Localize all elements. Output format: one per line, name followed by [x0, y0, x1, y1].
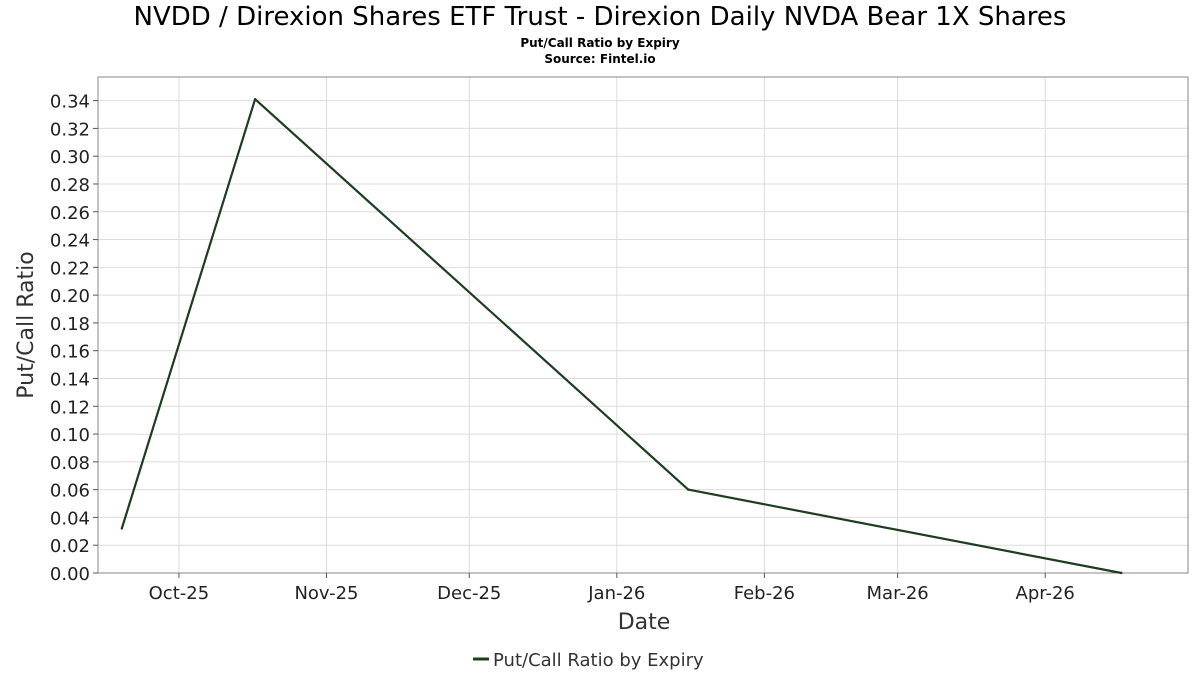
- y-tick-label: 0.12: [50, 397, 90, 418]
- y-tick-label: 0.02: [50, 536, 90, 557]
- y-tick-label: 0.30: [50, 147, 90, 168]
- chart-title: NVDD / Direxion Shares ETF Trust - Direx…: [133, 2, 1067, 32]
- data-point: [253, 98, 257, 101]
- y-tick-label: 0.26: [50, 203, 90, 224]
- y-tick-label: 0.18: [50, 314, 90, 335]
- y-tick-label: 0.28: [50, 175, 90, 196]
- series-line: [120, 98, 1122, 575]
- grid-lines: [98, 77, 1188, 574]
- legend-label: Put/Call Ratio by Expiry: [493, 650, 704, 671]
- y-tick-label: 0.00: [50, 564, 90, 585]
- data-point: [1120, 571, 1123, 575]
- x-tick-label: Dec-25: [437, 583, 501, 604]
- x-tick-label: Feb-26: [734, 583, 795, 604]
- y-tick-label: 0.16: [50, 342, 90, 363]
- x-tick-label: Oct-25: [149, 583, 210, 604]
- data-point: [120, 527, 123, 530]
- x-tick-label: Apr-26: [1016, 583, 1075, 604]
- y-tick-label: 0.20: [50, 286, 90, 307]
- x-tick-label: Mar-26: [867, 583, 929, 604]
- y-tick-label: 0.04: [50, 508, 90, 529]
- x-tick-label: Nov-25: [294, 583, 358, 604]
- legend: Put/Call Ratio by Expiry: [473, 650, 704, 671]
- data-point: [687, 488, 690, 491]
- chart-subtitle: Put/Call Ratio by Expiry: [520, 36, 680, 50]
- y-tick-label: 0.10: [50, 425, 90, 446]
- x-axis-label: Date: [618, 610, 671, 635]
- y-axis-ticks: 0.00 0.02 0.04 0.06 0.08 0.10 0.12 0.14 0.16 0.18…: [50, 92, 98, 585]
- y-tick-label: 0.22: [50, 258, 90, 279]
- y-tick-label: 0.34: [50, 92, 90, 113]
- chart-source: Source: Fintel.io: [544, 52, 656, 66]
- plot-frame: [97, 76, 1189, 574]
- y-tick-label: 0.14: [50, 369, 90, 390]
- y-tick-label: 0.32: [50, 119, 90, 140]
- y-tick-label: 0.06: [50, 481, 90, 502]
- x-tick-label: Jan-26: [587, 583, 645, 604]
- series-layer: [120, 98, 1123, 575]
- y-tick-label: 0.24: [50, 231, 90, 252]
- x-axis-ticks: Oct-25 Nov-25 Dec-25 Jan-26 Feb-26 Mar-26 Apr-…: [149, 573, 1075, 604]
- y-axis-label: Put/Call Ratio: [14, 251, 39, 398]
- y-tick-label: 0.08: [50, 453, 90, 474]
